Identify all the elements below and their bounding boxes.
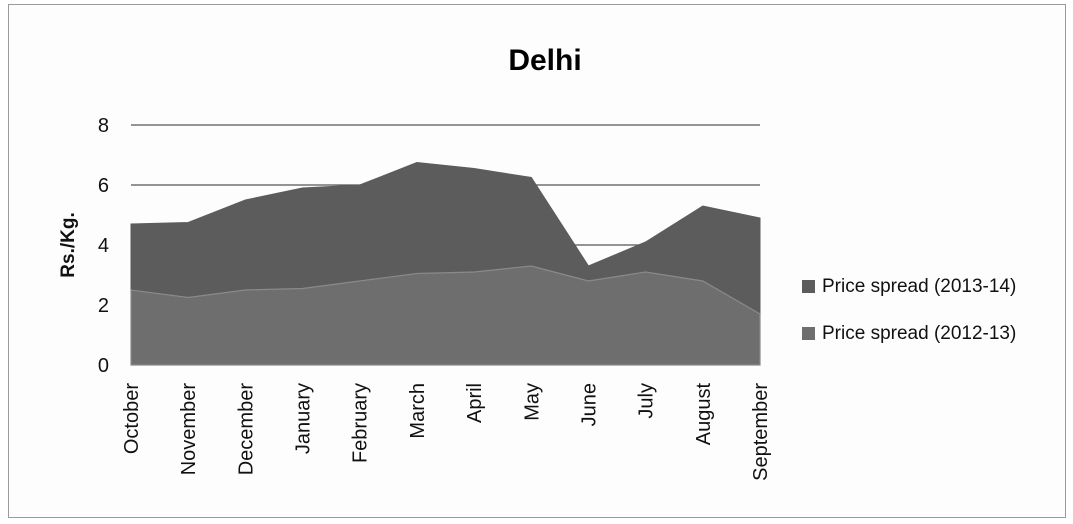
x-tick-3: January — [293, 383, 315, 454]
legend-label-1: Price spread (2012-13) — [822, 323, 1016, 344]
x-tick-5: March — [407, 383, 429, 439]
x-tick-labels: October November December January February Ma… — [121, 383, 772, 481]
x-tick-9: July — [636, 383, 658, 419]
y-tick-2: 4 — [98, 235, 109, 257]
x-tick-1: November — [178, 383, 200, 476]
y-tick-3: 6 — [98, 175, 109, 197]
x-tick-6: April — [464, 383, 486, 423]
series-areas — [130, 161, 761, 366]
legend-label-0: Price spread (2013-14) — [822, 276, 1016, 297]
x-tick-8: June — [579, 383, 601, 426]
x-tick-2: December — [235, 383, 257, 476]
x-tick-10: August — [693, 383, 715, 446]
legend-swatch-1 — [802, 327, 815, 340]
legend-swatch-0 — [802, 280, 815, 293]
x-tick-4: February — [350, 383, 372, 463]
chart-title: Delhi — [508, 44, 581, 77]
x-tick-11: September — [750, 383, 772, 481]
y-tick-4: 8 — [98, 115, 109, 137]
legend: Price spread (2013-14) Price spread (2012… — [802, 276, 1016, 344]
y-tick-1: 2 — [98, 295, 109, 317]
x-tick-7: May — [521, 383, 543, 421]
y-axis-label: Rs./Kg. — [58, 212, 79, 277]
y-tick-labels: 0 2 4 6 8 — [98, 115, 109, 377]
y-tick-0: 0 — [98, 355, 109, 377]
series-area-1 — [130, 265, 761, 366]
x-tick-0: October — [121, 383, 143, 454]
